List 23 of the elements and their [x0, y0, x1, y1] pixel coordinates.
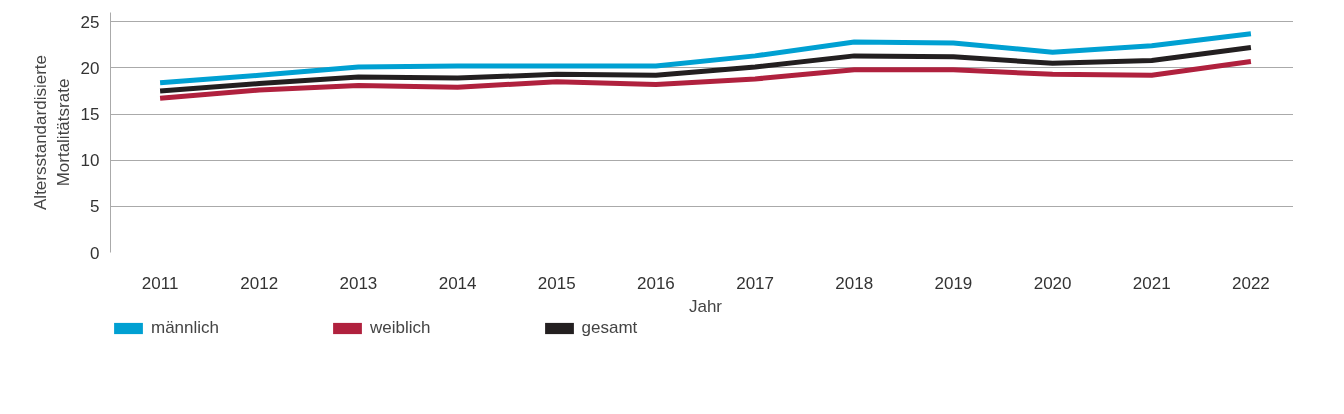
y-tick-label: 15 [80, 105, 100, 125]
legend-label: männlich [151, 318, 220, 338]
x-tick-label: 2020 [1033, 273, 1072, 293]
x-tick-label: 2012 [240, 273, 279, 293]
x-axis-title: Jahr [688, 296, 723, 316]
x-tick-label: 2011 [141, 273, 179, 293]
x-tick-label: 2016 [637, 273, 675, 293]
x-tick-label: 2021 [1132, 273, 1171, 293]
y-tick-label: 0 [90, 243, 100, 263]
y-tick-label: 10 [80, 151, 100, 171]
x-tick-label: 2019 [934, 273, 973, 293]
x-tick-label: 2015 [537, 273, 576, 293]
legend-label: weiblich [370, 318, 431, 338]
y-tick-label: 20 [80, 58, 100, 78]
x-tick-label: 2013 [339, 273, 378, 293]
x-tick-label: 2018 [835, 273, 874, 293]
legend-label: gesamt [581, 318, 638, 338]
y-axis-title: Altersstandardisierte Mortalitätsrate [30, 55, 73, 210]
y-tick-label: 25 [80, 12, 100, 32]
x-tick-label: 2017 [736, 273, 774, 293]
y-tick-label: 5 [90, 197, 100, 217]
x-tick-label: 2022 [1232, 273, 1270, 293]
x-tick-label: 2014 [438, 273, 477, 293]
